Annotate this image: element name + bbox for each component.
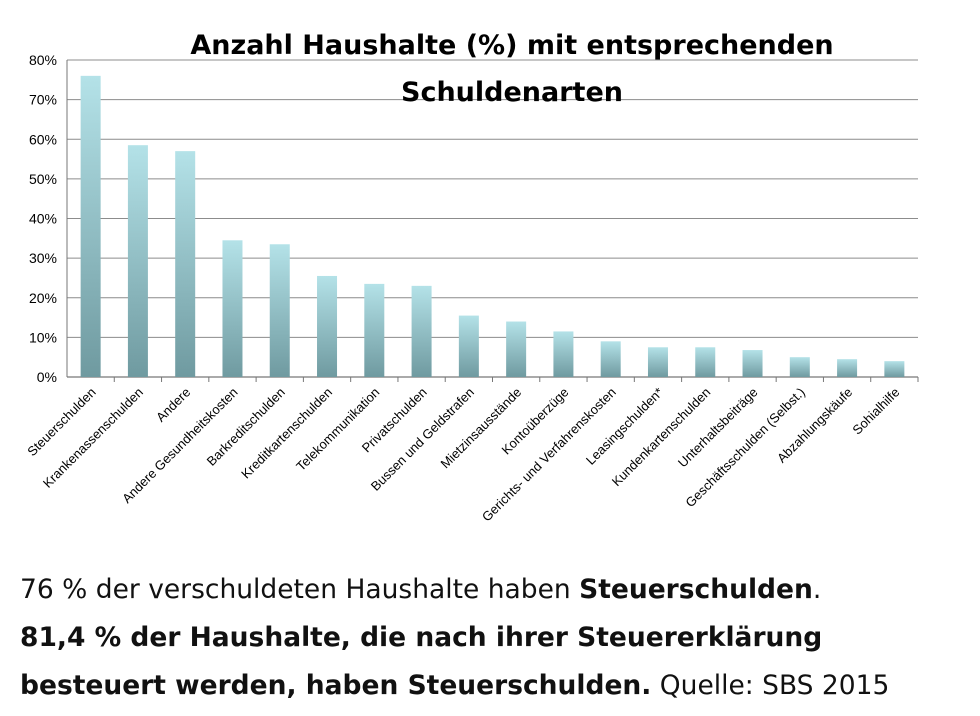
caption-line2: 81,4 % der Haushalte, die nach ihrer Ste… xyxy=(20,614,970,662)
gridlines xyxy=(66,59,918,378)
bar xyxy=(317,275,338,377)
x-category-label: Mietzinsausstände xyxy=(438,385,525,472)
bar xyxy=(600,341,621,377)
bar xyxy=(553,331,574,377)
y-tick-label: 20% xyxy=(29,290,57,306)
x-category-label: Telekommunikation xyxy=(293,385,382,474)
x-category-label: Andere xyxy=(153,385,193,425)
x-category-label: Sohialhilfe xyxy=(849,385,902,438)
y-tick-label: 60% xyxy=(29,131,57,147)
y-tick-label: 80% xyxy=(29,52,57,68)
caption-source: Quelle: SBS 2015 xyxy=(651,670,890,701)
bar xyxy=(742,350,763,377)
bar xyxy=(364,283,385,377)
bar xyxy=(695,347,716,377)
y-tick-label: 10% xyxy=(29,329,57,345)
bar xyxy=(837,359,858,377)
bar xyxy=(647,347,668,377)
bar-chart: 0% 10% 20% 30% 40% 50% 60% 70% 80% Steuerschulde… xyxy=(24,30,919,525)
bar xyxy=(80,75,101,377)
x-category-label: Kreditkartenschulden xyxy=(238,385,335,482)
bar xyxy=(506,321,527,377)
bar xyxy=(789,357,810,377)
caption-line2-bold: 81,4 % der Haushalte, die nach ihrer Ste… xyxy=(20,622,823,653)
caption-line1: 76 % der verschuldeten Haushalte haben S… xyxy=(20,566,970,614)
caption-line1-bold: Steuerschulden xyxy=(579,574,813,605)
y-tick-label: 70% xyxy=(29,92,57,108)
bars xyxy=(80,75,919,382)
x-category-label: Unterhaltsbeiträge xyxy=(675,385,761,471)
chart-title-line1: Anzahl Haushalte (%) mit entsprechenden xyxy=(190,30,833,61)
y-tick-label: 0% xyxy=(37,369,57,385)
caption-line3-bold: besteuert werden, haben Steuerschulden. xyxy=(20,670,652,701)
caption-line1-end: . xyxy=(812,574,822,605)
bar xyxy=(269,244,290,377)
bar xyxy=(175,151,196,377)
chart-title-line2: Schuldenarten xyxy=(401,77,623,108)
caption-line1-text: 76 % der verschuldeten Haushalte haben xyxy=(20,574,580,605)
caption-line3: besteuert werden, haben Steuerschulden. … xyxy=(20,662,970,710)
bar xyxy=(127,145,148,377)
y-tick-label: 50% xyxy=(29,171,57,187)
bar xyxy=(411,285,432,377)
bar xyxy=(884,361,905,377)
y-tick-label: 30% xyxy=(29,250,57,266)
y-tick-label: 40% xyxy=(29,211,57,227)
bar xyxy=(458,315,479,377)
bar xyxy=(222,240,243,377)
caption: 76 % der verschuldeten Haushalte haben S… xyxy=(20,566,970,710)
y-axis-ticks: 0% 10% 20% 30% 40% 50% 60% 70% 80% xyxy=(29,52,57,385)
